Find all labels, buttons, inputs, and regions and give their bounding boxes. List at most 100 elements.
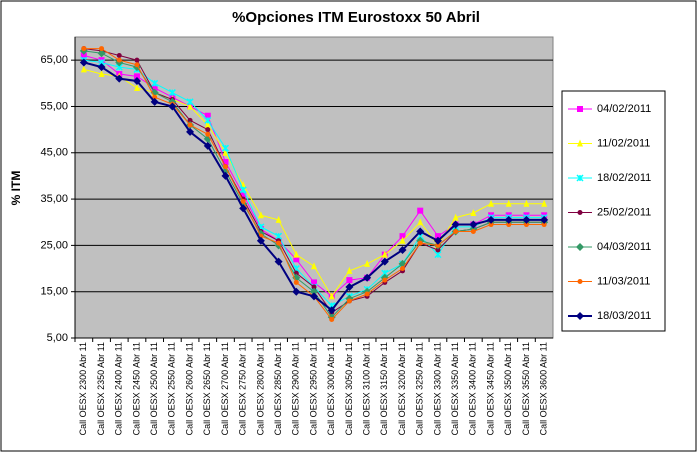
marker [133, 83, 140, 91]
x-tick-label: Call OESX 2900 Abr 11 [291, 342, 301, 435]
marker [275, 215, 282, 223]
legend-label: 04/03/2011 [597, 241, 651, 253]
marker [187, 117, 193, 123]
marker [168, 89, 176, 97]
y-tick-label: 15,00 [40, 286, 68, 298]
marker [204, 112, 211, 119]
marker [417, 240, 423, 246]
marker [97, 49, 106, 58]
marker [417, 207, 424, 214]
marker [80, 65, 87, 73]
x-tick-label: Call OESX 3100 Abr 11 [361, 342, 371, 435]
marker [274, 257, 283, 266]
legend-label: 11/02/2011 [597, 137, 650, 149]
marker [452, 213, 459, 221]
marker [151, 79, 159, 87]
x-tick-label: Call OESX 3250 Abr 11 [415, 342, 425, 435]
x-tick-label: Call OESX 2400 Abr 11 [114, 342, 124, 435]
marker [576, 174, 584, 182]
marker [380, 257, 389, 266]
marker [434, 233, 441, 240]
marker [186, 127, 195, 136]
x-tick-label: Call OESX 3000 Abr 11 [326, 342, 336, 435]
marker [469, 220, 478, 229]
chart-title: %Opciones ITM Eurostoxx 50 Abril [232, 9, 480, 26]
x-tick-label: Call OESX 2600 Abr 11 [184, 342, 194, 435]
marker [222, 148, 229, 156]
marker [186, 98, 194, 106]
marker [345, 283, 354, 292]
marker [205, 131, 211, 137]
marker [399, 236, 406, 244]
marker [504, 215, 513, 224]
x-tick-label: Call OESX 3600 Abr 11 [539, 342, 549, 435]
marker [311, 262, 317, 270]
marker [310, 287, 318, 296]
marker [292, 287, 301, 296]
marker [523, 199, 530, 207]
x-tick-label: Call OESX 2950 Abr 11 [308, 342, 318, 435]
y-axis-label: % ITM [9, 171, 23, 206]
x-tick-label: Call OESX 3450 Abr 11 [485, 342, 495, 435]
marker [435, 247, 441, 253]
legend-label: 11/03/2011 [597, 275, 650, 287]
marker [433, 236, 442, 245]
marker [239, 204, 248, 213]
x-tick-label: Call OESX 2800 Abr 11 [255, 342, 265, 435]
marker [293, 256, 300, 263]
marker [276, 240, 282, 246]
marker [346, 266, 353, 274]
marker [577, 210, 583, 215]
marker [311, 284, 317, 290]
marker [541, 199, 548, 207]
marker [98, 70, 105, 78]
marker [541, 222, 547, 228]
marker [293, 279, 299, 285]
marker [115, 74, 124, 83]
marker [187, 122, 193, 128]
x-tick-label: Call OESX 2350 Abr 11 [96, 342, 106, 435]
marker [134, 57, 140, 63]
x-tick-label: Call OESX 2300 Abr 11 [78, 342, 88, 435]
marker [435, 242, 441, 248]
x-tick-label: Call OESX 2750 Abr 11 [238, 342, 248, 435]
marker [328, 292, 335, 300]
marker [398, 246, 407, 255]
marker [381, 250, 388, 258]
y-tick-label: 45,00 [40, 147, 68, 159]
marker [240, 198, 246, 204]
marker [488, 222, 494, 228]
marker [204, 120, 211, 128]
marker [363, 273, 372, 282]
legend-label: 18/02/2011 [597, 172, 651, 184]
marker [576, 243, 584, 251]
marker [487, 215, 496, 224]
marker [577, 106, 583, 112]
marker [470, 208, 477, 216]
y-tick-label: 65,00 [40, 54, 68, 66]
x-tick-label: Call OESX 3350 Abr 11 [450, 342, 460, 435]
marker [364, 259, 371, 267]
marker [540, 215, 549, 224]
x-tick-label: Call OESX 3400 Abr 11 [468, 342, 478, 435]
y-tick-label: 55,00 [40, 100, 68, 112]
marker [577, 139, 583, 147]
marker [488, 199, 495, 207]
marker [506, 222, 512, 228]
marker [329, 316, 335, 322]
marker [80, 52, 87, 59]
x-tick-label: Call OESX 2500 Abr 11 [149, 342, 159, 435]
marker [293, 250, 300, 258]
marker [523, 222, 529, 228]
marker [257, 211, 264, 219]
marker [204, 116, 212, 124]
marker [133, 73, 140, 80]
marker [327, 306, 336, 315]
marker [99, 46, 105, 52]
legend-label: 18/03/2011 [597, 310, 651, 322]
marker [132, 76, 141, 85]
marker [346, 277, 353, 284]
x-tick-label: Call OESX 3150 Abr 11 [379, 342, 389, 435]
marker [203, 141, 212, 150]
